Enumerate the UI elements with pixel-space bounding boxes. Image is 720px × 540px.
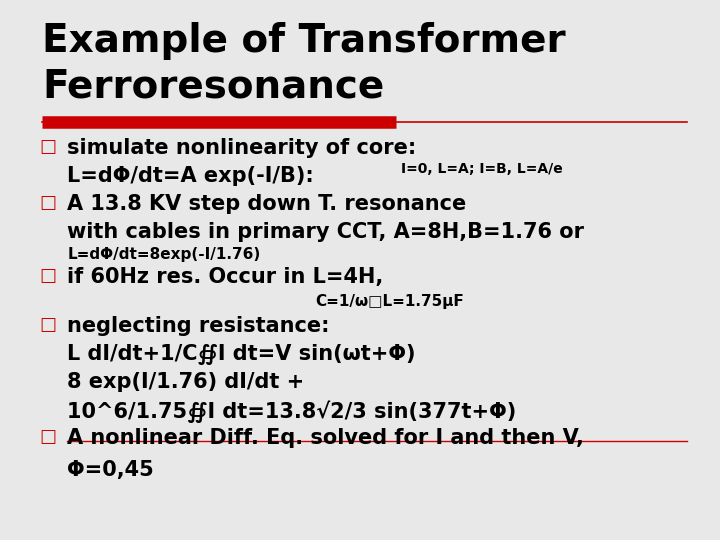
Text: simulate nonlinearity of core:: simulate nonlinearity of core: xyxy=(67,138,416,158)
Text: Example of Transformer: Example of Transformer xyxy=(42,22,566,59)
Text: 8 exp(I/1.76) dI/dt +: 8 exp(I/1.76) dI/dt + xyxy=(67,372,305,392)
Text: if 60Hz res. Occur in L=4H,: if 60Hz res. Occur in L=4H, xyxy=(67,267,384,287)
Text: □: □ xyxy=(39,138,56,156)
Text: A nonlinear Diff. Eq. solved for I and then V,: A nonlinear Diff. Eq. solved for I and t… xyxy=(67,428,584,448)
Text: □: □ xyxy=(39,428,56,446)
Text: I=0, L=A; I=B, L=A/e: I=0, L=A; I=B, L=A/e xyxy=(401,162,562,176)
Text: □: □ xyxy=(39,267,56,285)
Text: □: □ xyxy=(39,194,56,212)
Text: L=dΦ/dt=A exp(-I/B):: L=dΦ/dt=A exp(-I/B): xyxy=(67,166,314,186)
Text: C=1/ω□L=1.75μF: C=1/ω□L=1.75μF xyxy=(315,294,464,309)
Text: L=dΦ/dt=8exp(-I/1.76): L=dΦ/dt=8exp(-I/1.76) xyxy=(67,247,261,262)
Text: 10^6/1.75∯I dt=13.8√2/3 sin(377t+Φ): 10^6/1.75∯I dt=13.8√2/3 sin(377t+Φ) xyxy=(67,400,516,423)
Text: Ferroresonance: Ferroresonance xyxy=(42,68,384,105)
Text: A 13.8 KV step down T. resonance: A 13.8 KV step down T. resonance xyxy=(67,194,467,214)
Text: □: □ xyxy=(39,316,56,334)
Text: L dI/dt+1/C∯I dt=V sin(ωt+Φ): L dI/dt+1/C∯I dt=V sin(ωt+Φ) xyxy=(67,344,415,365)
Text: Φ=0,45: Φ=0,45 xyxy=(67,460,154,480)
Text: neglecting resistance:: neglecting resistance: xyxy=(67,316,330,336)
Text: with cables in primary CCT, A=8H,B=1.76 or: with cables in primary CCT, A=8H,B=1.76 … xyxy=(67,222,584,242)
